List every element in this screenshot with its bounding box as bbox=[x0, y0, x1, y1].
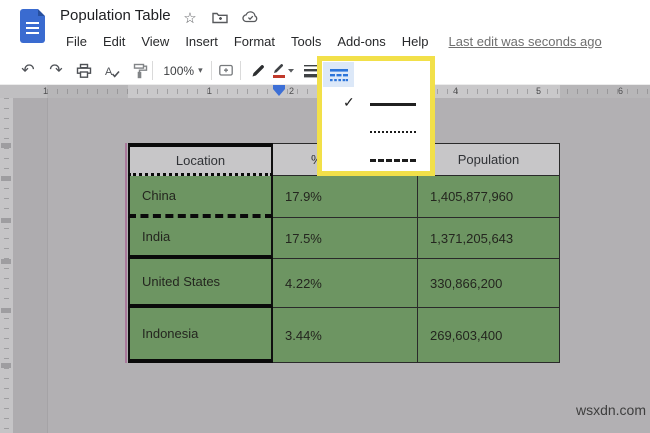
ruler-margin-left bbox=[0, 85, 47, 98]
move-folder-icon[interactable] bbox=[210, 10, 230, 28]
menu-view[interactable]: View bbox=[141, 33, 170, 49]
table-cell-population[interactable]: 1,371,205,643 bbox=[418, 218, 560, 259]
dashed-line-swatch bbox=[370, 159, 416, 162]
table-cell-location[interactable]: China bbox=[128, 176, 273, 218]
border-color-button[interactable] bbox=[270, 59, 300, 82]
menu-help[interactable]: Help bbox=[401, 33, 429, 49]
border-style-option-dashed[interactable] bbox=[322, 147, 430, 173]
border-dash-icon bbox=[329, 68, 348, 81]
table-cell-location[interactable]: United States bbox=[128, 259, 273, 308]
population-table: Location % Population China 17.9% 1,405,… bbox=[125, 143, 560, 363]
table-cell-percent[interactable]: 17.5% bbox=[273, 218, 418, 259]
toolbar-divider bbox=[211, 61, 212, 80]
svg-text:A: A bbox=[105, 66, 113, 78]
table-cell-percent[interactable]: 4.22% bbox=[273, 259, 418, 308]
table-header-population[interactable]: Population bbox=[418, 143, 560, 176]
menu-addons[interactable]: Add-ons bbox=[337, 33, 386, 49]
border-style-option-dotted[interactable] bbox=[322, 119, 430, 145]
toolbar-divider bbox=[152, 61, 153, 80]
table-header-location[interactable]: Location bbox=[128, 143, 273, 176]
indent-bar bbox=[273, 85, 285, 89]
menu-format[interactable]: Format bbox=[233, 33, 275, 49]
insert-comment-icon[interactable] bbox=[214, 59, 238, 82]
watermark: wsxdn.com bbox=[575, 402, 646, 418]
docs-logo-fold-mask bbox=[38, 9, 45, 16]
titlebar: Population Table ☆ File Edit View Insert… bbox=[0, 0, 650, 56]
menu-insert[interactable]: Insert bbox=[185, 33, 218, 49]
solid-line-swatch bbox=[370, 103, 416, 106]
ruler-number: 2 bbox=[289, 86, 295, 96]
ruler-number: 1 bbox=[43, 86, 49, 96]
ruler-number: 6 bbox=[618, 86, 624, 96]
dotted-line-swatch bbox=[370, 131, 416, 133]
redo-button[interactable]: ↷ bbox=[49, 61, 63, 79]
ruler-number: 5 bbox=[536, 86, 542, 96]
row-boundary-marker[interactable] bbox=[1, 308, 11, 313]
table-cell-population[interactable]: 330,866,200 bbox=[418, 259, 560, 308]
menu-file[interactable]: File bbox=[66, 33, 87, 49]
row-boundary-marker[interactable] bbox=[1, 363, 11, 368]
table-cell-population[interactable]: 269,603,400 bbox=[418, 308, 560, 363]
table-cell-location[interactable]: India bbox=[128, 218, 273, 259]
zoom-value: 100% bbox=[163, 63, 195, 78]
cloud-saved-icon[interactable] bbox=[240, 10, 260, 27]
border-dash-button[interactable] bbox=[323, 62, 354, 87]
print-icon[interactable] bbox=[72, 59, 96, 82]
toolbar-divider bbox=[240, 61, 241, 80]
indent-marker[interactable] bbox=[273, 85, 285, 96]
docs-logo-lines bbox=[26, 22, 39, 35]
google-docs-logo-icon[interactable] bbox=[20, 9, 45, 43]
zoom-select[interactable]: 100% ▾ bbox=[158, 59, 208, 82]
table-cell-percent[interactable]: 17.9% bbox=[273, 176, 418, 218]
table-cell-percent[interactable]: 3.44% bbox=[273, 308, 418, 363]
undo-button[interactable]: ↶ bbox=[21, 61, 35, 79]
border-dash-dropdown: ✓ bbox=[317, 56, 435, 176]
menu-edit[interactable]: Edit bbox=[102, 33, 126, 49]
indent-triangle-icon bbox=[273, 89, 285, 96]
ruler-ticks bbox=[4, 98, 9, 433]
chevron-down-icon: ▾ bbox=[198, 65, 203, 75]
row-boundary-marker[interactable] bbox=[1, 176, 11, 181]
table-cell-location[interactable]: Indonesia bbox=[128, 308, 273, 363]
vertical-ruler[interactable] bbox=[0, 98, 13, 433]
star-icon[interactable]: ☆ bbox=[183, 10, 197, 27]
row-boundary-marker[interactable] bbox=[1, 143, 11, 148]
document-title[interactable]: Population Table bbox=[60, 7, 171, 24]
spelling-check-icon[interactable]: A bbox=[100, 59, 124, 82]
ruler-number: 4 bbox=[453, 86, 459, 96]
menu-bar: File Edit View Insert Format Tools Add-o… bbox=[58, 31, 602, 51]
menu-tools[interactable]: Tools bbox=[291, 33, 322, 49]
ruler-number: 1 bbox=[207, 86, 213, 96]
check-icon: ✓ bbox=[343, 94, 355, 110]
border-style-option-solid[interactable]: ✓ bbox=[322, 91, 430, 117]
border-width-icon[interactable] bbox=[300, 59, 324, 82]
edit-pen-icon[interactable] bbox=[246, 59, 270, 82]
table-cell-population[interactable]: 1,405,877,960 bbox=[418, 176, 560, 218]
last-edit-link[interactable]: Last edit was seconds ago bbox=[448, 33, 602, 49]
row-boundary-marker[interactable] bbox=[1, 259, 11, 264]
paint-format-icon[interactable] bbox=[128, 59, 152, 82]
row-boundary-marker[interactable] bbox=[1, 218, 11, 223]
